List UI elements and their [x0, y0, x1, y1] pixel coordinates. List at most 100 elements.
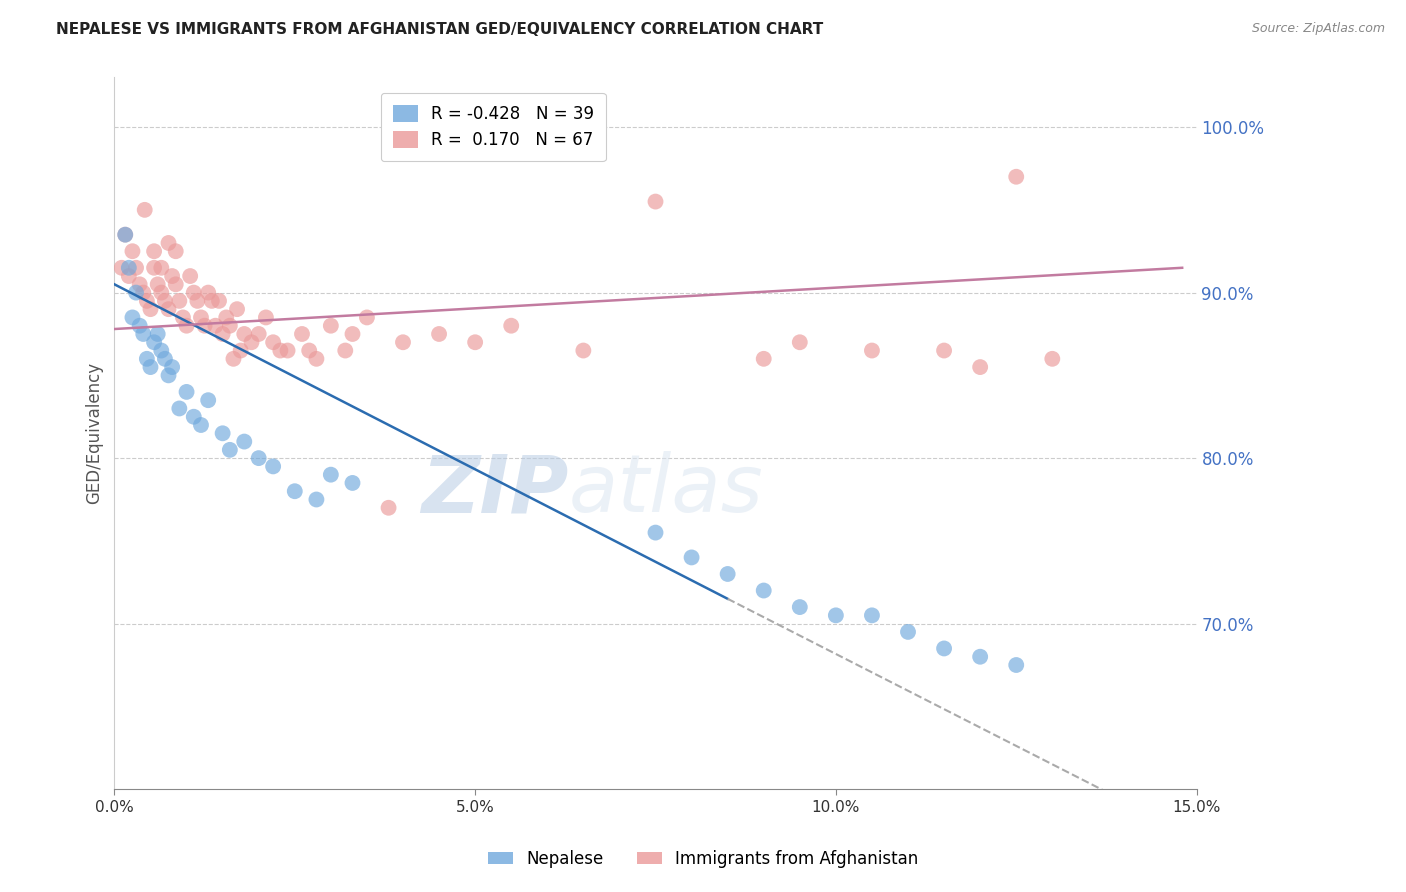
Point — [179, 268, 201, 283]
Point — [190, 310, 212, 325]
Point — [305, 492, 328, 507]
Point — [464, 335, 486, 350]
Point — [118, 268, 141, 283]
Point — [427, 326, 450, 341]
Point — [789, 335, 811, 350]
Point — [211, 426, 233, 441]
Point — [165, 244, 187, 259]
Point — [111, 260, 134, 275]
Point — [211, 326, 233, 341]
Point — [356, 310, 378, 325]
Point — [201, 293, 224, 308]
Point — [752, 583, 775, 598]
Point — [342, 326, 364, 341]
Point — [157, 235, 180, 250]
Point — [204, 318, 226, 333]
Point — [218, 318, 240, 333]
Point — [208, 293, 231, 308]
Point — [114, 227, 136, 242]
Point — [150, 343, 173, 358]
Point — [335, 343, 357, 358]
Point — [143, 244, 166, 259]
Point — [247, 326, 270, 341]
Point — [644, 194, 666, 209]
Legend: Nepalese, Immigrants from Afghanistan: Nepalese, Immigrants from Afghanistan — [481, 844, 925, 875]
Point — [165, 277, 187, 292]
Point — [157, 368, 180, 383]
Point — [146, 326, 169, 341]
Point — [572, 343, 595, 358]
Point — [135, 351, 157, 366]
Point — [128, 318, 150, 333]
Point — [681, 550, 703, 565]
Point — [114, 227, 136, 242]
Point — [132, 326, 155, 341]
Point — [172, 310, 194, 325]
Point — [121, 310, 143, 325]
Point — [218, 442, 240, 457]
Legend: R = -0.428   N = 39, R =  0.170   N = 67: R = -0.428 N = 39, R = 0.170 N = 67 — [381, 93, 606, 161]
Point — [153, 293, 176, 308]
Point — [143, 335, 166, 350]
Point — [176, 384, 198, 399]
Point — [169, 293, 191, 308]
Point — [150, 260, 173, 275]
Point — [233, 434, 256, 449]
Point — [194, 318, 217, 333]
Point — [969, 360, 991, 375]
Point — [1040, 351, 1063, 366]
Point — [1005, 169, 1028, 184]
Point — [305, 351, 328, 366]
Point — [125, 285, 148, 300]
Text: ZIP: ZIP — [422, 451, 569, 529]
Point — [789, 600, 811, 615]
Point — [860, 608, 883, 623]
Point — [319, 318, 342, 333]
Point — [143, 260, 166, 275]
Point — [644, 525, 666, 540]
Point — [121, 244, 143, 259]
Point — [169, 401, 191, 416]
Point — [284, 484, 307, 499]
Point — [247, 451, 270, 466]
Point — [197, 393, 219, 408]
Point — [229, 343, 252, 358]
Point — [932, 343, 955, 358]
Point — [860, 343, 883, 358]
Text: NEPALESE VS IMMIGRANTS FROM AFGHANISTAN GED/EQUIVALENCY CORRELATION CHART: NEPALESE VS IMMIGRANTS FROM AFGHANISTAN … — [56, 22, 824, 37]
Point — [118, 260, 141, 275]
Point — [298, 343, 321, 358]
Point — [222, 351, 245, 366]
Point — [197, 285, 219, 300]
Y-axis label: GED/Equivalency: GED/Equivalency — [86, 362, 103, 504]
Point — [932, 641, 955, 656]
Point — [160, 360, 183, 375]
Point — [319, 467, 342, 482]
Text: atlas: atlas — [569, 451, 763, 529]
Point — [233, 326, 256, 341]
Point — [969, 649, 991, 664]
Point — [215, 310, 238, 325]
Point — [132, 285, 155, 300]
Point — [183, 285, 205, 300]
Point — [262, 459, 284, 474]
Point — [176, 318, 198, 333]
Point — [186, 293, 208, 308]
Point — [269, 343, 291, 358]
Point — [226, 302, 249, 317]
Point — [392, 335, 415, 350]
Point — [897, 624, 920, 639]
Point — [1005, 658, 1028, 673]
Point — [752, 351, 775, 366]
Point — [183, 409, 205, 424]
Point — [125, 260, 148, 275]
Point — [342, 475, 364, 490]
Point — [240, 335, 263, 350]
Point — [146, 277, 169, 292]
Point — [291, 326, 314, 341]
Point — [139, 360, 162, 375]
Point — [262, 335, 284, 350]
Point — [377, 500, 399, 515]
Point — [277, 343, 299, 358]
Point — [139, 302, 162, 317]
